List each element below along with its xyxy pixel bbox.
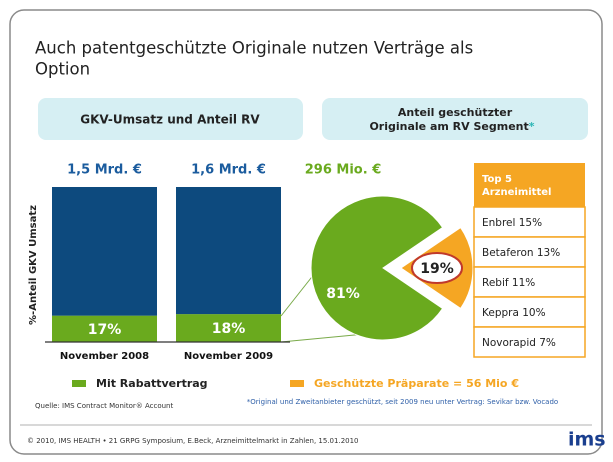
top5-item: Enbrel 15% <box>482 217 542 229</box>
value-label: 19% <box>420 261 454 277</box>
bar-segment <box>52 187 157 316</box>
top5-item: Novorapid 7% <box>482 337 556 349</box>
top5-row <box>473 326 586 358</box>
title: Option <box>35 60 90 79</box>
total-label: 1,5 Mrd. € <box>67 163 142 178</box>
footnote: *Original und Zweitanbieter geschützt, s… <box>246 398 559 406</box>
top5-title: Top 5 <box>482 174 512 185</box>
legend-swatch <box>72 380 86 387</box>
value-label: 17% <box>88 322 122 338</box>
logo: ims <box>568 429 606 451</box>
bar-segment <box>52 315 157 342</box>
top5-item: Betaferon 13% <box>482 247 560 259</box>
y-axis-label: %-Anteil GKV Umsatz <box>28 205 39 325</box>
header-box <box>322 98 588 140</box>
top5-item: Rebif 11% <box>482 277 535 289</box>
top5-row <box>473 206 586 238</box>
footer: © 2010, IMS HEALTH • 21 GRPG Symposium, … <box>27 437 359 445</box>
x-tick-label: November 2008 <box>60 351 149 362</box>
pie-slice <box>310 195 444 341</box>
header-mark: * <box>529 120 535 133</box>
header-line: Originale am RV Segment <box>369 120 528 133</box>
top5-item: Keppra 10% <box>482 307 546 319</box>
total-label: 1,6 Mrd. € <box>191 163 266 178</box>
legend-label: Geschützte Präparate = 56 Mio € <box>314 377 519 390</box>
legend-label: Mit Rabattvertrag <box>96 377 208 390</box>
source: Quelle: IMS Contract Monitor® Account <box>35 402 173 410</box>
total-label: 296 Mio. € <box>305 163 382 178</box>
top5-row <box>473 266 586 298</box>
top5-header <box>474 163 585 207</box>
bar-segment <box>176 314 281 342</box>
x-tick-label: November 2009 <box>184 351 273 362</box>
label-ring <box>411 252 463 284</box>
title: Auch patentgeschützte Originale nutzen V… <box>35 39 473 58</box>
connector <box>280 333 366 343</box>
header: GKV-Umsatz und Anteil RV <box>80 113 260 127</box>
value-label: 81% <box>326 286 360 302</box>
top5-row <box>473 296 586 328</box>
value-label: 18% <box>212 321 246 337</box>
top5-title: Arzneimittel <box>482 187 551 198</box>
header-box <box>38 98 303 140</box>
bar-segment <box>176 187 281 315</box>
top5-row <box>473 236 586 268</box>
header: Anteil geschützter <box>398 106 513 119</box>
legend-swatch <box>290 380 304 387</box>
header: Originale am RV Segment* <box>369 120 534 133</box>
